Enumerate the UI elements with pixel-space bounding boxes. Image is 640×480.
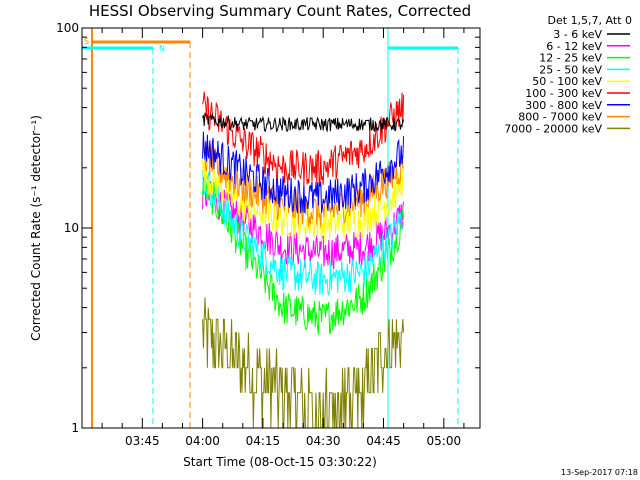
y-tick-label: 10 [64,221,79,235]
saa-label: S [84,37,89,46]
chart-title: HESSI Observing Summary Count Rates, Cor… [89,2,471,20]
series-line [202,297,405,429]
night-label: N [159,44,165,53]
series-line [202,175,405,270]
y-tick-label: 1 [71,421,79,435]
legend-entry-label: 12 - 25 keV [539,52,602,65]
series-line [202,91,405,185]
series-line [202,170,405,296]
y-axis: 1 10 100 [56,21,480,435]
series-line [202,141,405,228]
legend-entry-label: 3 - 6 keV [553,28,602,41]
series-line [202,131,405,214]
x-tick-label: 04:15 [246,434,281,448]
legend-entry-label: 50 - 100 keV [532,75,602,88]
timestamp: 13-Sep-2017 07:18 [561,468,638,477]
x-tick-label: 05:00 [427,434,462,448]
x-axis: 03:45 04:00 04:15 04:30 04:45 05:00 [101,28,465,448]
x-tick-label: 04:00 [185,434,220,448]
series-line [202,171,405,335]
legend-entry-label: 300 - 800 keV [525,99,602,112]
legend-entry-label: 100 - 300 keV [525,87,602,100]
x-tick-label: 04:45 [366,434,401,448]
x-axis-label: Start Time (08-Oct-15 03:30:22) [183,455,377,469]
series-group [202,91,405,429]
legend-entry-label: 25 - 50 keV [539,63,602,76]
series-line [202,112,405,133]
legend-header: Det 1,5,7, Att 0 [548,14,632,27]
x-tick-label: 03:45 [125,434,160,448]
legend-entry-label: 7000 - 20000 keV [504,122,602,135]
x-tick-label: 04:30 [306,434,341,448]
y-axis-label: Corrected Count Rate (s⁻¹ detector⁻¹) [29,115,43,341]
legend-entry-label: 800 - 7000 keV [518,111,602,124]
legend-entry-label: 6 - 12 keV [546,40,602,53]
y-tick-label: 100 [56,21,79,35]
